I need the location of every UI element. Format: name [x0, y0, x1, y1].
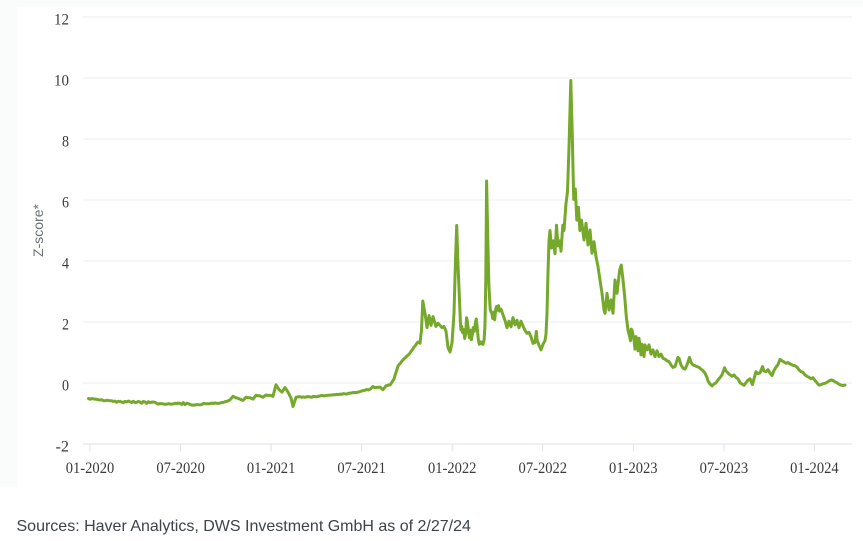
- svg-text:07-2020: 07-2020: [156, 460, 205, 477]
- svg-text:01-2023: 01-2023: [609, 460, 658, 477]
- svg-text:4: 4: [62, 256, 69, 273]
- svg-text:07-2021: 07-2021: [337, 460, 386, 477]
- svg-text:0: 0: [62, 378, 69, 395]
- svg-text:6: 6: [62, 195, 69, 212]
- svg-text:07-2022: 07-2022: [519, 460, 568, 477]
- svg-text:12: 12: [54, 12, 69, 29]
- svg-text:07-2023: 07-2023: [700, 460, 749, 477]
- svg-text:01-2020: 01-2020: [66, 460, 115, 477]
- svg-text:2: 2: [62, 317, 69, 334]
- svg-text:-2: -2: [56, 439, 70, 456]
- svg-text:01-2022: 01-2022: [428, 460, 477, 477]
- svg-text:01-2024: 01-2024: [790, 460, 839, 477]
- svg-text:Sources: Haver Analytics, DWS: Sources: Haver Analytics, DWS Investment…: [17, 518, 472, 535]
- svg-text:01-2021: 01-2021: [247, 460, 296, 477]
- svg-text:10: 10: [54, 73, 69, 90]
- svg-text:8: 8: [62, 134, 69, 151]
- svg-text:Z-score*: Z-score*: [30, 204, 46, 257]
